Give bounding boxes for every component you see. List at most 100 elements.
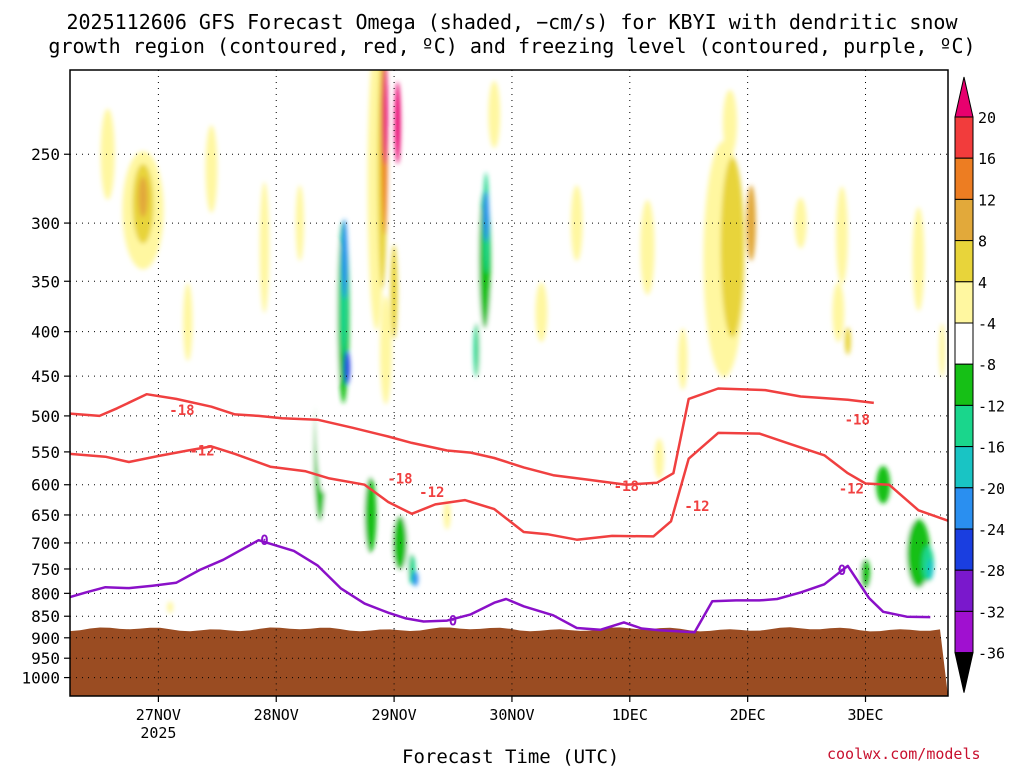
colorbar-label: -24: [978, 521, 1005, 539]
omega-blob: [138, 176, 148, 218]
omega-blob: [392, 515, 408, 570]
colorbar-label: 4: [978, 274, 987, 292]
colorbar-box: [954, 281, 974, 324]
omega-blob: [844, 327, 851, 355]
omega-blob: [183, 283, 193, 361]
colorbar-box: [954, 487, 974, 530]
omega-blob: [295, 185, 304, 261]
omega-blob: [912, 207, 925, 311]
y-tick-label: 250: [31, 145, 60, 164]
x-tick-label: 1DEC: [612, 706, 648, 724]
colorbar-label: -28: [978, 562, 1005, 580]
omega-blob: [488, 80, 501, 149]
y-tick-label: 850: [31, 607, 60, 626]
omega-blob: [450, 225, 457, 315]
omega-shading: [80, 70, 946, 613]
colorbar-box: [954, 446, 974, 489]
colorbar: 20 16 12 8 4 -4 -8 -12 -16 -20 -24 -28 -32 -36: [954, 76, 1005, 693]
omega-blob: [655, 484, 663, 510]
colorbar-label: -12: [978, 397, 1005, 415]
omega-blob: [938, 458, 946, 485]
omega-blob: [412, 571, 419, 587]
credit-text: coolwx.com/models: [827, 745, 981, 763]
omega-blob: [343, 350, 350, 385]
plot-frame: [69, 69, 949, 697]
contour-label: -12: [189, 444, 214, 460]
omega-blob: [535, 282, 548, 343]
colorbar-label: -8: [978, 356, 996, 374]
omega-blob: [860, 559, 871, 589]
colorbar-label: 8: [978, 233, 987, 251]
x-tick-label: 29NOV: [372, 706, 417, 724]
omega-blob: [640, 199, 655, 295]
y-tick-label: 450: [31, 367, 60, 386]
omega-blob: [517, 184, 530, 400]
terrain-ground: [70, 627, 948, 696]
colorbar-box: [954, 363, 974, 406]
y-tick-label: 600: [31, 476, 60, 495]
contour-label: 0: [260, 533, 268, 549]
grid-lines: [70, 70, 948, 696]
colorbar-label: -36: [978, 645, 1005, 663]
y-tick-label: 900: [31, 629, 60, 648]
colorbar-box: [954, 322, 974, 365]
colorbar-box: [954, 116, 974, 159]
y-tick-label: 400: [31, 323, 60, 342]
colorbar-label: -4: [978, 315, 996, 333]
contour-line-dgz_minus12: [70, 431, 948, 541]
colorbar-label: 16: [978, 150, 996, 168]
contour-label: -18: [387, 471, 412, 487]
omega-blob: [131, 543, 139, 565]
omega-blob: [379, 295, 392, 405]
contour-label: -12: [419, 485, 444, 501]
omega-blob: [100, 108, 115, 200]
omega-blob: [832, 282, 845, 343]
omega-blob: [390, 244, 398, 340]
x-tick-label: 3DEC: [847, 706, 883, 724]
omega-blob: [720, 157, 745, 338]
omega-blob: [819, 593, 829, 612]
contour-label: -18: [614, 479, 639, 495]
omega-blob: [678, 328, 688, 390]
x-tick-sublabel: 2025: [140, 724, 176, 742]
omega-blob-group: [80, 70, 946, 613]
contour-label: 0: [838, 563, 846, 579]
colorbar-label: 20: [978, 109, 996, 127]
omega-blob: [483, 191, 490, 243]
chart-title-line-2: growth region (contoured, red, ºC) and f…: [48, 34, 976, 58]
colorbar-label: -32: [978, 603, 1005, 621]
contour-label: 0: [449, 614, 457, 630]
contour-lines: -18 -18 -18 -18 -12 -12 -12 -12 0 0 0: [70, 387, 948, 634]
colorbar-arrow-bottom: [954, 652, 974, 693]
colorbar-box: [954, 528, 974, 571]
contour-line-freezing_level_0: [70, 538, 931, 634]
contour-label: -18: [169, 403, 194, 419]
y-tick-label: 550: [31, 443, 60, 462]
colorbar-label: 12: [978, 191, 996, 209]
omega-blob: [570, 185, 583, 261]
colorbar-label: -20: [978, 480, 1005, 498]
omega-blob: [722, 89, 738, 156]
y-tick-label: 700: [31, 534, 60, 553]
omega-blob: [205, 125, 218, 213]
omega-blob: [543, 574, 551, 594]
colorbar-box: [954, 569, 974, 612]
colorbar-arrow-top: [954, 76, 974, 118]
omega-blob: [932, 185, 940, 261]
y-tick-label: 650: [31, 506, 60, 525]
omega-blob: [394, 81, 401, 164]
chart-title-line-1: 2025112606 GFS Forecast Omega (shaded, −…: [66, 10, 958, 34]
omega-blob: [381, 70, 388, 166]
y-tick-label: 500: [31, 407, 60, 426]
x-tick-label: 28NOV: [254, 706, 299, 724]
contour-line-dgz_minus18: [70, 387, 874, 486]
x-tick-label: 27NOV: [136, 706, 181, 724]
x-axis-title: Forecast Time (UTC): [402, 746, 620, 768]
omega-blob: [90, 328, 102, 390]
y-tick-label: 950: [31, 649, 60, 668]
omega-blob: [80, 230, 95, 288]
omega-blob: [939, 323, 946, 378]
omega-blob: [259, 181, 270, 313]
omega-blob: [794, 197, 807, 249]
omega-blob: [368, 554, 385, 594]
